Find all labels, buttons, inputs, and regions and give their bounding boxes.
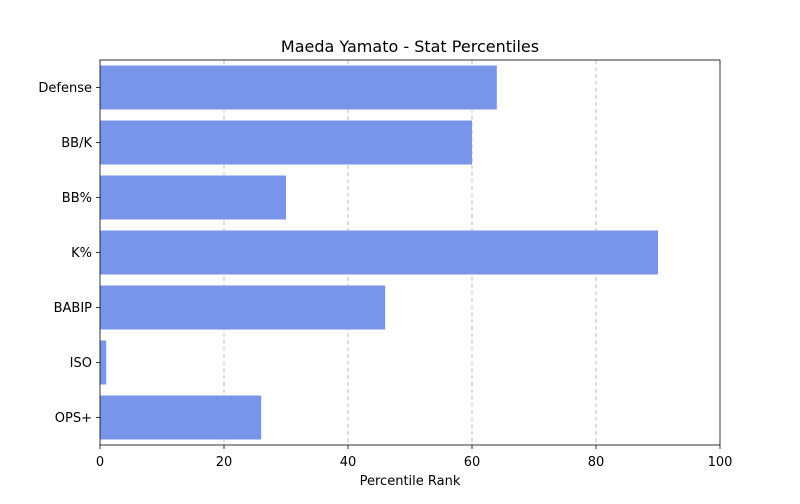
y-axis-ticks: Defense BB/K BB% K% BABIP ISO OPS+ <box>38 81 100 426</box>
x-axis-label: Percentile Rank <box>360 474 461 489</box>
y-tick-label-ops: OPS+ <box>55 411 92 426</box>
y-tick-label-k: K% <box>71 246 92 261</box>
x-tick-label-80: 80 <box>588 455 605 470</box>
x-tick-label-20: 20 <box>216 455 233 470</box>
bar-babip <box>100 285 386 330</box>
bar-defense <box>100 65 497 110</box>
y-tick-label-bb-k: BB/K <box>61 136 92 151</box>
bar-bb-k <box>100 120 472 165</box>
y-tick-label-iso: ISO <box>70 356 92 371</box>
x-axis-ticks: 0 20 40 60 80 100 <box>96 445 733 470</box>
y-tick-label-defense: Defense <box>38 81 92 96</box>
y-tick-label-babip: BABIP <box>54 301 93 316</box>
x-tick-label-100: 100 <box>708 455 733 470</box>
bar-k <box>100 230 658 275</box>
bar-iso <box>100 340 107 385</box>
chart-title: Maeda Yamato - Stat Percentiles <box>281 37 539 56</box>
x-tick-label-0: 0 <box>96 455 104 470</box>
bar-bb <box>100 175 286 220</box>
x-tick-label-60: 60 <box>464 455 481 470</box>
x-tick-label-40: 40 <box>340 455 357 470</box>
bars <box>100 65 658 440</box>
y-tick-label-bb: BB% <box>62 191 92 206</box>
bar-ops <box>100 395 262 440</box>
